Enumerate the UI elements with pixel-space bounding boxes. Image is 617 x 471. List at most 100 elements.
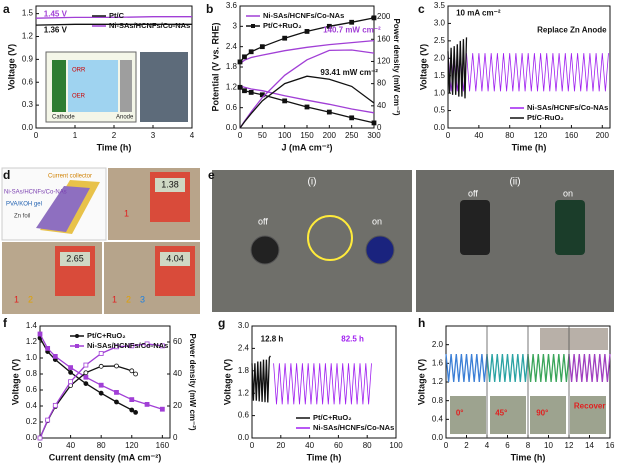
series-line xyxy=(447,37,468,99)
series-line xyxy=(35,23,192,26)
y-tick-label: 1.6 xyxy=(432,358,444,367)
x-tick-label: 0 xyxy=(446,131,451,140)
x-tick-label: 8 xyxy=(526,441,531,450)
x-tick-label: 0 xyxy=(34,131,39,140)
y-tick-label: 0.0 xyxy=(22,123,34,132)
y-tick-label: 1.0 xyxy=(434,88,446,97)
annotation: 82.5 h xyxy=(341,335,364,344)
y-tick-label: 3 xyxy=(233,21,238,30)
y-tick-label: 0.6 xyxy=(22,77,34,86)
y-tick-label: 0.0 xyxy=(226,123,238,132)
cell-number: 1 xyxy=(14,294,19,304)
y-tick-label: 1.2 xyxy=(238,388,250,397)
photo xyxy=(570,396,606,434)
watch xyxy=(250,235,280,265)
marker xyxy=(37,435,43,441)
marker xyxy=(282,98,288,104)
x-tick-label: 40 xyxy=(474,131,483,140)
marker xyxy=(159,343,165,349)
x-tick-label: 160 xyxy=(156,441,170,450)
marker xyxy=(326,23,332,29)
legend-label: Pt/C xyxy=(109,11,125,20)
y-tick-label: 0.5 xyxy=(434,106,446,115)
marker xyxy=(52,353,58,359)
annotation: 1.36 V xyxy=(44,26,68,35)
series-line xyxy=(39,333,163,410)
marker xyxy=(52,402,58,408)
inset-label: ORR xyxy=(72,68,86,74)
legend-label: Ni-SAs/HCNFs/Co-NAs xyxy=(87,341,168,350)
x-tick-label: 100 xyxy=(278,131,292,140)
marker xyxy=(83,374,89,380)
marker xyxy=(371,15,377,21)
marker xyxy=(248,90,254,95)
marker xyxy=(129,343,135,349)
panel-letter: f xyxy=(3,316,8,330)
series-line xyxy=(273,363,372,405)
x-tick-label: 0 xyxy=(250,441,255,450)
marker xyxy=(68,365,73,371)
marker xyxy=(349,115,355,121)
x-tick-label: 80 xyxy=(97,441,106,450)
layer-label: Zn foil xyxy=(14,214,30,220)
y-tick-label: 0.8 xyxy=(26,369,38,378)
anode-block xyxy=(120,60,132,112)
marker xyxy=(83,362,89,368)
x-tick-label: 4 xyxy=(485,441,490,450)
cell-number: 3 xyxy=(140,294,145,304)
y2-tick-label: 60 xyxy=(173,337,182,346)
marker xyxy=(98,390,104,396)
y-tick-label: 1.2 xyxy=(22,32,34,41)
y-axis-label: Voltage (V) xyxy=(416,359,426,405)
layer-shape xyxy=(36,186,90,232)
x-axis-label: Time (h) xyxy=(307,452,342,462)
y2-tick-label: 40 xyxy=(173,369,182,378)
y-axis-label: Voltage (V) xyxy=(418,44,428,90)
layer-label: Ni-SAs/HCNFs/Co-NAs xyxy=(4,190,67,196)
inset-label: Anode xyxy=(116,115,134,121)
photo xyxy=(490,396,526,434)
photo xyxy=(450,396,486,434)
insets-h xyxy=(450,328,608,434)
x-tick-label: 60 xyxy=(334,441,343,450)
marker xyxy=(98,363,104,369)
series-line xyxy=(486,353,529,383)
inset-a: Cathode Anode ORR OER xyxy=(45,51,188,123)
inset-label: Cathode xyxy=(52,115,75,121)
layer-label: Current collector xyxy=(48,174,92,180)
x-tick-label: 40 xyxy=(305,441,314,450)
legend-label: Pt/C+RuO₂ xyxy=(263,21,302,30)
marker xyxy=(37,331,43,337)
y-tick-label: 1.2 xyxy=(26,337,38,346)
photo xyxy=(530,396,566,434)
series-line xyxy=(239,39,375,65)
y-tick-label: 0.4 xyxy=(432,414,444,423)
y2-tick-label: 0 xyxy=(173,433,178,442)
marker xyxy=(68,369,73,375)
marker xyxy=(133,409,138,415)
cathode-block xyxy=(52,60,66,112)
y-tick-label: 0.0 xyxy=(432,433,444,442)
marker xyxy=(242,88,247,94)
marker xyxy=(68,379,73,385)
y2-tick-label: 20 xyxy=(173,401,182,410)
cell-number: 2 xyxy=(28,294,33,304)
meter-reading: 2.65 xyxy=(66,253,84,263)
marker xyxy=(83,381,89,387)
y-tick-label: 0.6 xyxy=(238,411,250,420)
marker xyxy=(129,368,135,374)
y2-tick-label: 0 xyxy=(377,123,382,132)
series-line xyxy=(251,355,271,403)
annotation: 140.7 mW cm⁻² xyxy=(323,26,381,35)
y-tick-label: 2.0 xyxy=(432,340,444,349)
y-tick-label: 1.0 xyxy=(26,353,38,362)
x-tick-label: 80 xyxy=(363,441,372,450)
marker xyxy=(133,371,138,377)
y2-tick-label: 160 xyxy=(377,34,391,43)
series-line xyxy=(447,53,609,92)
annotation: 1.45 V xyxy=(44,10,68,19)
y-tick-label: 0.2 xyxy=(26,417,38,426)
x-tick-label: 300 xyxy=(367,131,381,140)
marker xyxy=(83,370,89,376)
